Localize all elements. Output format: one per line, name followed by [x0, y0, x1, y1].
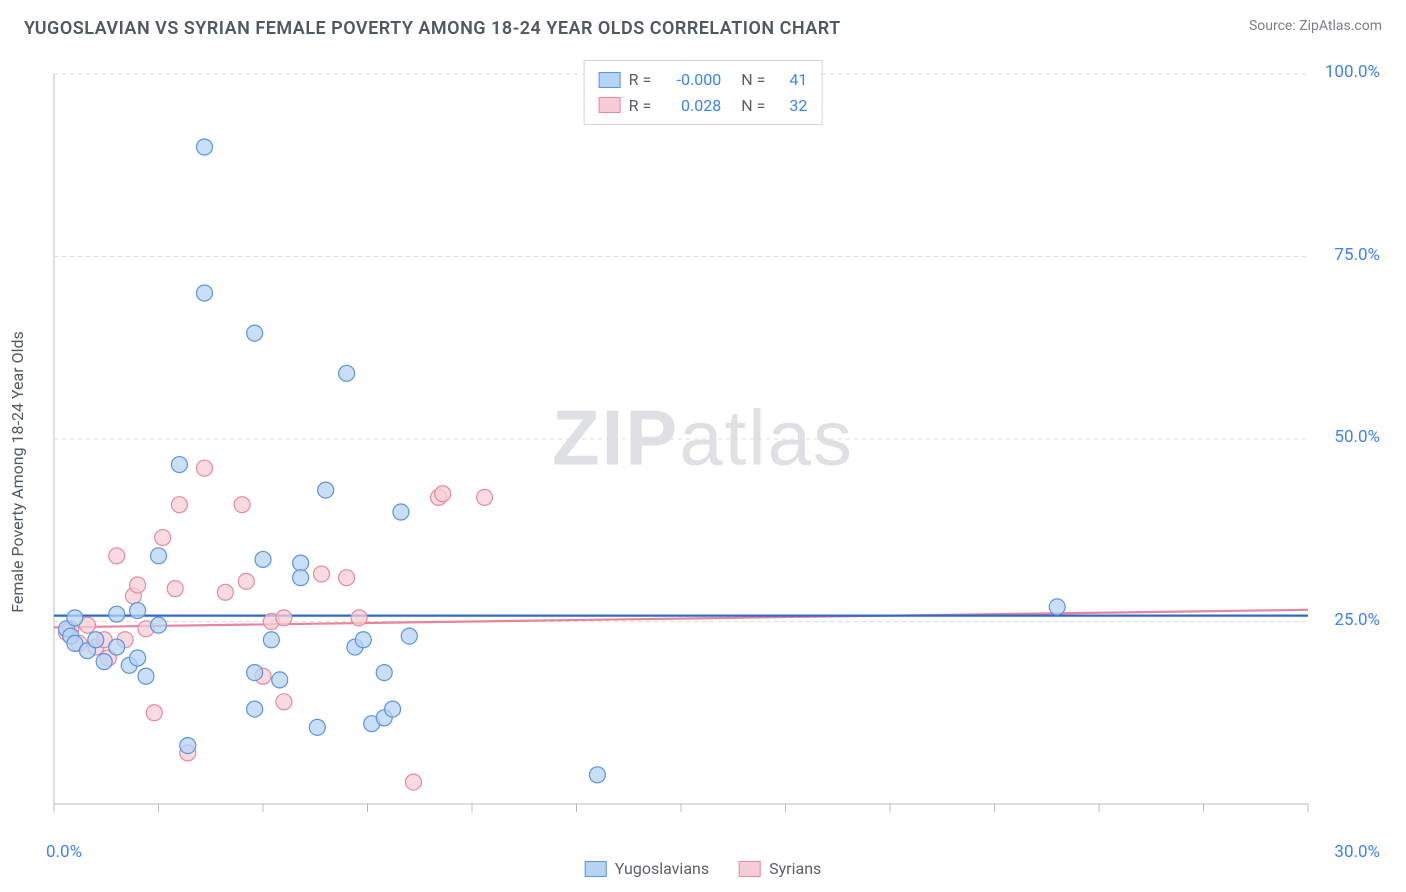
n-label: N =: [741, 67, 765, 93]
source-attribution: Source: ZipAtlas.com: [1249, 18, 1382, 34]
swatch-syrians-icon: [599, 97, 621, 113]
y-tick-100: 100.0%: [1325, 62, 1380, 82]
r-label: R =: [629, 67, 652, 93]
correlation-legend: R = -0.000 N = 41 R = 0.028 N = 32: [584, 60, 823, 125]
r-label: R =: [629, 93, 652, 119]
swatch-syrians-icon: [739, 861, 761, 877]
legend-row-yugoslavians: R = -0.000 N = 41: [599, 67, 808, 93]
y-tick-25: 25.0%: [1334, 610, 1380, 630]
n-label: N =: [741, 93, 765, 119]
legend-item-syrians: Syrians: [739, 859, 821, 878]
source-prefix: Source:: [1249, 18, 1299, 34]
r-value-yugoslavians: -0.000: [663, 67, 721, 93]
legend-label-yugoslavians: Yugoslavians: [615, 859, 709, 878]
legend-label-syrians: Syrians: [769, 859, 821, 878]
chart-title: YUGOSLAVIAN VS SYRIAN FEMALE POVERTY AMO…: [24, 18, 841, 39]
x-tick-max: 30.0%: [1334, 842, 1380, 862]
source-name: ZipAtlas.com: [1299, 18, 1382, 34]
n-value-syrians: 32: [777, 93, 807, 119]
y-axis-label: Female Poverty Among 18-24 Year Olds: [8, 331, 27, 613]
legend-row-syrians: R = 0.028 N = 32: [599, 93, 808, 119]
swatch-yugoslavians-icon: [599, 72, 621, 88]
y-tick-75: 75.0%: [1334, 245, 1380, 265]
y-tick-50: 50.0%: [1334, 427, 1380, 447]
series-legend: Yugoslavians Syrians: [585, 859, 822, 878]
swatch-yugoslavians-icon: [585, 861, 607, 877]
scatter-plot-svg: [48, 64, 1388, 844]
x-tick-min: 0.0%: [46, 842, 82, 862]
legend-item-yugoslavians: Yugoslavians: [585, 859, 709, 878]
chart-container: Female Poverty Among 18-24 Year Olds ZIP…: [0, 52, 1406, 892]
n-value-yugoslavians: 41: [777, 67, 807, 93]
r-value-syrians: 0.028: [663, 93, 721, 119]
